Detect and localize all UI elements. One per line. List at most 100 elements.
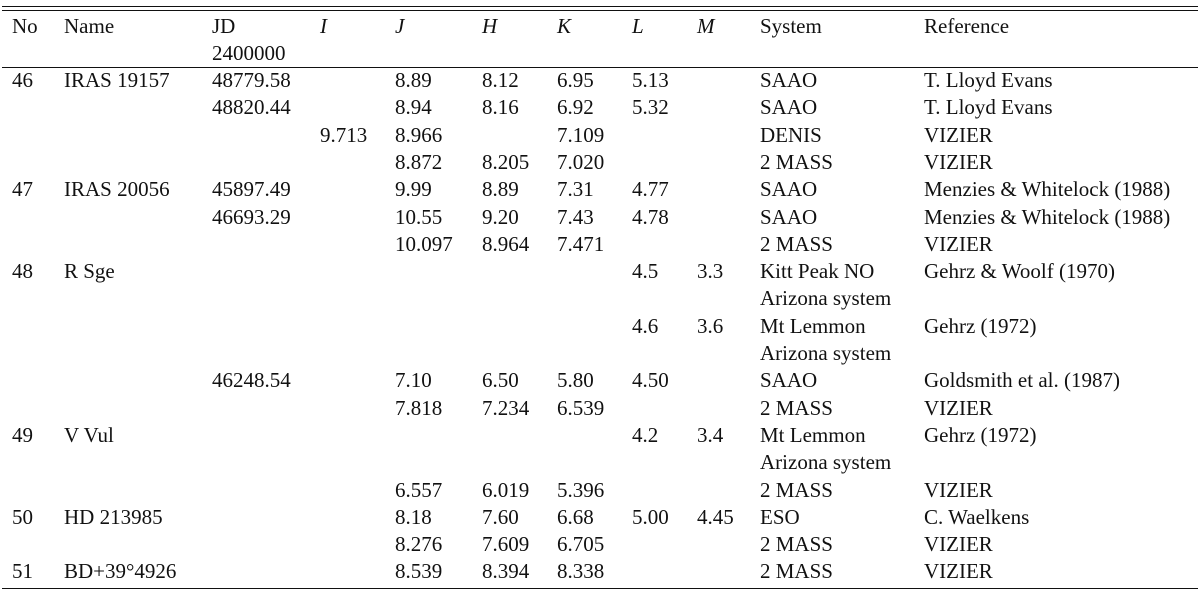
header-name: Name <box>64 14 115 38</box>
header-reference: Reference <box>924 14 1010 38</box>
header-k: K <box>557 14 572 38</box>
table-row: Arizona system <box>0 285 1200 312</box>
table-top-rule <box>2 6 1198 7</box>
cell-no: 50 <box>12 504 33 529</box>
cell-reference: VIZIER <box>924 395 993 420</box>
cell-k: 8.338 <box>557 559 605 584</box>
cell-k: 5.396 <box>557 477 605 502</box>
cell-k: 7.43 <box>557 204 594 229</box>
table-row: 49 V Vul 4.2 3.4 Mt Lemmon Gehrz (1972) <box>0 422 1200 449</box>
cell-h: 7.609 <box>482 532 530 557</box>
header-h: H <box>482 14 498 38</box>
cell-reference: Menzies & Whitelock (1988) <box>924 177 1171 202</box>
cell-k: 7.471 <box>557 231 605 256</box>
cell-reference: VIZIER <box>924 532 993 557</box>
table-row: 4.6 3.6 Mt Lemmon Gehrz (1972) <box>0 313 1200 340</box>
table-row: 47 IRAS 20056 45897.49 9.99 8.89 7.31 4.… <box>0 176 1200 203</box>
cell-system: Arizona system <box>760 286 892 311</box>
cell-name: BD+39°4926 <box>64 559 177 584</box>
cell-jd: 46693.29 <box>212 204 291 229</box>
cell-system: SAAO <box>760 95 818 120</box>
cell-m: 3.3 <box>697 259 724 284</box>
table-row: 46248.54 7.10 6.50 5.80 4.50 SAAO Goldsm… <box>0 367 1200 394</box>
cell-j: 7.10 <box>395 368 432 393</box>
cell-system: Kitt Peak NO <box>760 259 875 284</box>
header-i: I <box>320 14 327 38</box>
cell-l: 4.78 <box>632 204 669 229</box>
cell-jd: 45897.49 <box>212 177 291 202</box>
table-row: Arizona system <box>0 449 1200 476</box>
table-row: 48820.44 8.94 8.16 6.92 5.32 SAAO T. Llo… <box>0 94 1200 121</box>
cell-k: 6.705 <box>557 532 605 557</box>
cell-h: 8.89 <box>482 177 519 202</box>
header-j: J <box>395 14 405 38</box>
table-row: 9.713 8.966 7.109 DENIS VIZIER <box>0 122 1200 149</box>
cell-reference: T. Lloyd Evans <box>924 95 1053 120</box>
cell-l: 4.6 <box>632 313 659 338</box>
cell-l: 5.32 <box>632 95 669 120</box>
cell-h: 7.234 <box>482 395 530 420</box>
cell-j: 8.94 <box>395 95 432 120</box>
cell-system: Arizona system <box>760 450 892 475</box>
cell-system: SAAO <box>760 204 818 229</box>
table-row: 10.097 8.964 7.471 2 MASS VIZIER <box>0 231 1200 258</box>
table-row: 8.872 8.205 7.020 2 MASS VIZIER <box>0 149 1200 176</box>
cell-reference: VIZIER <box>924 122 993 147</box>
cell-name: IRAS 20056 <box>64 177 170 202</box>
cell-jd: 46248.54 <box>212 368 291 393</box>
cell-l: 4.5 <box>632 259 659 284</box>
cell-h: 8.394 <box>482 559 530 584</box>
cell-j: 6.557 <box>395 477 443 502</box>
cell-system: 2 MASS <box>760 559 833 584</box>
cell-no: 47 <box>12 177 33 202</box>
table-row: 7.818 7.234 6.539 2 MASS VIZIER <box>0 395 1200 422</box>
cell-h: 8.205 <box>482 149 530 174</box>
cell-j: 8.18 <box>395 504 432 529</box>
cell-k: 6.92 <box>557 95 594 120</box>
cell-jd: 48820.44 <box>212 95 291 120</box>
cell-name: HD 213985 <box>64 504 163 529</box>
cell-reference: Gehrz (1972) <box>924 422 1037 447</box>
cell-no: 46 <box>12 68 33 92</box>
cell-h: 8.964 <box>482 231 530 256</box>
table-top-rule-inner <box>2 10 1198 11</box>
cell-reference: Menzies & Whitelock (1988) <box>924 204 1171 229</box>
cell-k: 6.68 <box>557 504 594 529</box>
cell-l: 5.00 <box>632 504 669 529</box>
cell-j: 10.097 <box>395 231 453 256</box>
cell-reference: Gehrz & Woolf (1970) <box>924 259 1115 284</box>
table-row: 51 BD+39°4926 8.539 8.394 8.338 2 MASS V… <box>0 558 1200 585</box>
cell-k: 7.31 <box>557 177 594 202</box>
cell-k: 6.539 <box>557 395 605 420</box>
cell-h: 6.019 <box>482 477 530 502</box>
table-row: 8.276 7.609 6.705 2 MASS VIZIER <box>0 531 1200 558</box>
header-jd-offset: 2400000 <box>212 41 286 65</box>
cell-l: 4.50 <box>632 368 669 393</box>
cell-i: 9.713 <box>320 122 368 147</box>
cell-j: 10.55 <box>395 204 443 229</box>
cell-reference: Gehrz (1972) <box>924 313 1037 338</box>
cell-no: 51 <box>12 559 33 584</box>
cell-reference: VIZIER <box>924 559 993 584</box>
cell-system: ESO <box>760 504 800 529</box>
cell-j: 8.872 <box>395 149 443 174</box>
table-row: 50 HD 213985 8.18 7.60 6.68 5.00 4.45 ES… <box>0 504 1200 531</box>
cell-system: 2 MASS <box>760 395 833 420</box>
cell-h: 6.50 <box>482 368 519 393</box>
cell-reference: VIZIER <box>924 149 993 174</box>
cell-k: 5.80 <box>557 368 594 393</box>
cell-j: 8.966 <box>395 122 443 147</box>
table-row: 48 R Sge 4.5 3.3 Kitt Peak NO Gehrz & Wo… <box>0 258 1200 285</box>
cell-jd: 48779.58 <box>212 68 291 92</box>
header-jd: JD <box>212 14 236 38</box>
cell-system: Arizona system <box>760 341 892 365</box>
cell-name: IRAS 19157 <box>64 68 170 92</box>
table-row: 6.557 6.019 5.396 2 MASS VIZIER <box>0 477 1200 504</box>
cell-system: SAAO <box>760 177 818 202</box>
header-l: L <box>632 14 644 38</box>
cell-m: 4.45 <box>697 504 734 529</box>
cell-system: 2 MASS <box>760 149 833 174</box>
cell-h: 8.16 <box>482 95 519 120</box>
cell-no: 49 <box>12 422 33 447</box>
cell-reference: Goldsmith et al. (1987) <box>924 368 1120 393</box>
